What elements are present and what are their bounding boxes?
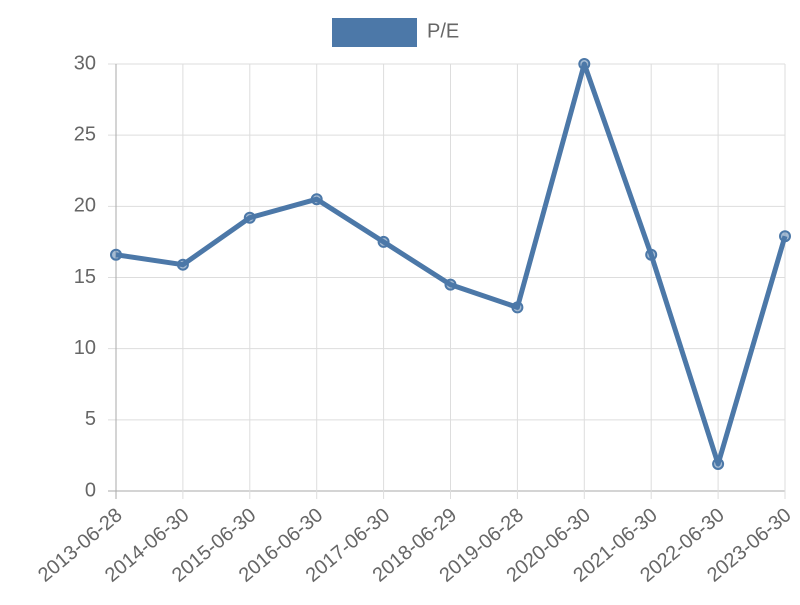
y-tick-label: 20	[74, 195, 96, 217]
data-point	[310, 193, 323, 206]
data-point	[712, 457, 725, 470]
y-tick-label: 0	[85, 479, 96, 501]
data-point	[511, 301, 524, 314]
y-tick-label: 5	[85, 408, 96, 430]
data-point	[110, 248, 122, 261]
legend-swatch	[332, 18, 417, 47]
legend-label: P/E	[427, 20, 459, 42]
data-point	[645, 248, 658, 261]
data-point	[578, 58, 591, 70]
data-point	[243, 211, 256, 224]
data-point	[176, 258, 189, 271]
y-tick-label: 10	[74, 337, 96, 359]
y-tick-label: 30	[74, 52, 96, 74]
data-point	[779, 230, 791, 243]
data-point	[377, 235, 390, 248]
data-point	[444, 278, 457, 291]
y-tick-label: 25	[74, 123, 96, 145]
y-tick-label: 15	[74, 266, 96, 288]
